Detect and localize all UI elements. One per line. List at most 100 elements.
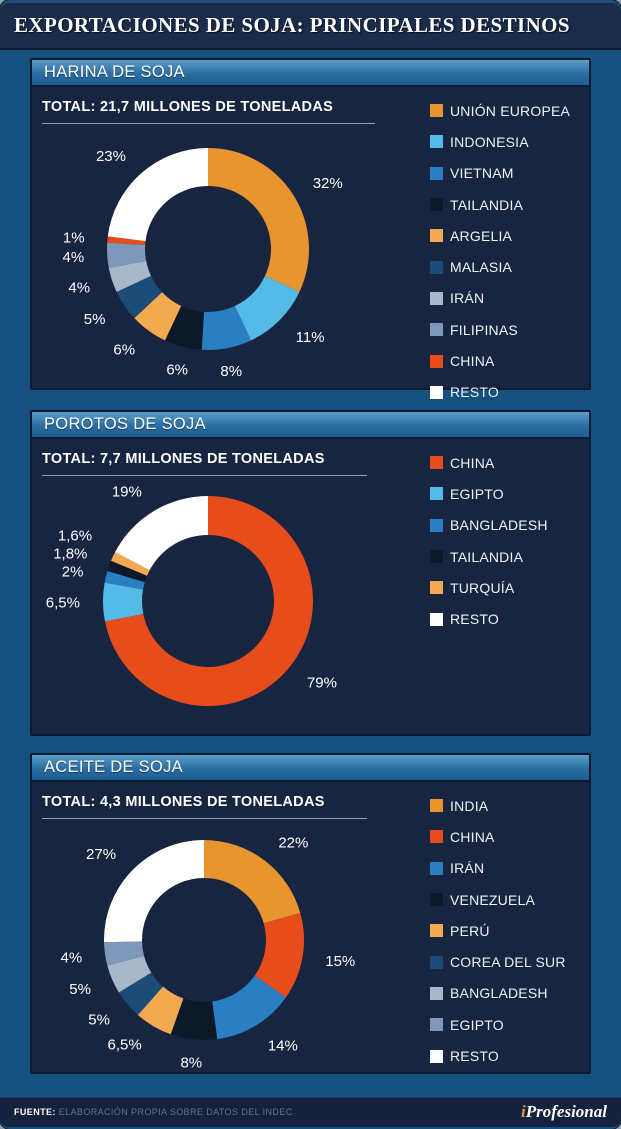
slice-percentage-label: 11%	[296, 329, 325, 346]
legend-swatch	[430, 260, 443, 274]
legend-item: CHINA	[430, 821, 566, 852]
legend-label: RESTO	[450, 1048, 499, 1065]
legend-swatch	[430, 385, 443, 399]
donut-slice-filipinas	[107, 242, 147, 268]
legend-item: RESTO	[430, 1040, 566, 1071]
total-label: TOTAL: 4,3 MILLONES DE TONELADAS	[42, 794, 367, 819]
legend-item: UNIÓN EUROPEA	[430, 95, 570, 126]
legend-swatch	[430, 612, 443, 626]
donut-slice-per-	[137, 986, 184, 1035]
legend-swatch	[430, 229, 443, 243]
legend-swatch	[430, 924, 443, 938]
legend-swatch	[430, 166, 443, 180]
legend-label: EGIPTO	[450, 485, 504, 502]
legend-label: VIETNAM	[450, 165, 514, 182]
slice-percentage-label: 79%	[307, 674, 337, 691]
legend-item: CHINA	[430, 345, 570, 376]
page-title: EXPORTACIONES DE SOJA: PRINCIPALES DESTI…	[14, 12, 570, 37]
slice-percentage-label: 23%	[96, 148, 126, 165]
legend-label: TAILANDIA	[450, 196, 524, 213]
legend-item: RESTO	[430, 603, 548, 634]
legend-label: VENEZUELA	[450, 891, 536, 908]
donut-slice-ir-n	[108, 260, 151, 293]
legend-label: EGIPTO	[450, 1016, 504, 1033]
slice-percentage-label: 5%	[84, 311, 106, 328]
donut-slice-china	[254, 913, 305, 998]
legend-aceite: INDIA CHINA IRÁN VENEZUELA PERÚ COREA DEL SUR…	[430, 790, 566, 1072]
donut-chart-aceite: 22% 15% 14% 8% 6,5% 5% 5% 4% 27%	[61, 834, 356, 1071]
donut-slice-ir-n	[212, 975, 286, 1040]
slice-percentage-label: 1%	[63, 230, 85, 247]
legend-swatch	[430, 955, 443, 969]
legend-item: IRÁN	[430, 853, 566, 884]
slice-percentage-label: 5%	[88, 1012, 110, 1029]
legend-swatch	[430, 135, 443, 149]
donut-slice-turqu-a	[111, 552, 150, 576]
donut-slice-egipto	[104, 941, 145, 966]
slice-percentage-label: 5%	[69, 981, 91, 998]
source-note: FUENTE: ELABORACIÓN PROPIA SOBRE DATOS D…	[14, 1107, 293, 1117]
legend-label: RESTO	[450, 384, 499, 401]
slice-percentage-label: 14%	[268, 1037, 298, 1054]
section-body-aceite: TOTAL: 4,3 MILLONES DE TONELADAS 22% 15% 1…	[32, 782, 589, 1072]
source-text: ELABORACIÓN PROPIA SOBRE DATOS DEL INDEC	[58, 1107, 293, 1117]
legend-swatch	[430, 518, 443, 532]
legend-swatch	[430, 291, 443, 305]
legend-label: ARGELIA	[450, 227, 513, 244]
legend-swatch	[430, 1049, 443, 1063]
legend-item: VENEZUELA	[430, 884, 566, 915]
section-body-harina: TOTAL: 21,7 MILLONES DE TONELADAS 32% 11%…	[32, 87, 589, 400]
donut-slice-tailandia	[107, 560, 148, 583]
legend-swatch	[430, 986, 443, 1000]
legend-label: PERÚ	[450, 922, 490, 939]
legend-label: BANGLADESH	[450, 517, 548, 534]
section-header-harina: HARINA DE SOJA	[32, 60, 589, 87]
slice-percentage-label: 4%	[63, 249, 85, 266]
legend-label: IRÁN	[450, 860, 485, 877]
donut-slice-uni-n-europea	[208, 148, 309, 293]
title-band: EXPORTACIONES DE SOJA: PRINCIPALES DESTI…	[0, 2, 621, 50]
donut-slice-china	[107, 236, 146, 246]
legend-item: PERÚ	[430, 915, 566, 946]
donut-slice-india	[204, 840, 301, 924]
legend-item: TAILANDIA	[430, 541, 548, 572]
legend-label: FILIPINAS	[450, 321, 518, 338]
legend-label: RESTO	[450, 611, 499, 628]
legend-item: EGIPTO	[430, 478, 548, 509]
legend-item: RESTO	[430, 377, 570, 408]
donut-slice-resto	[107, 148, 208, 242]
donut-slice-venezuela	[170, 998, 218, 1040]
section-header-aceite: ACEITE DE SOJA	[32, 755, 589, 782]
legend-item: EGIPTO	[430, 1009, 566, 1040]
slice-percentage-label: 27%	[86, 846, 116, 863]
source-label: FUENTE:	[14, 1107, 56, 1117]
legend-item: INDIA	[430, 790, 566, 821]
legend-label: CHINA	[450, 828, 495, 845]
donut-slice-argelia	[134, 292, 182, 341]
donut-slice-indonesia	[234, 275, 300, 341]
legend-item: TURQUÍA	[430, 572, 548, 603]
legend-label: TAILANDIA	[450, 548, 524, 565]
donut-slice-vietnam	[201, 306, 252, 350]
slice-percentage-label: 1,6%	[58, 528, 92, 545]
section-aceite-de-soja: ACEITE DE SOJA TOTAL: 4,3 MILLONES DE TO…	[30, 753, 591, 1074]
donut-slice-bangladesh	[107, 955, 152, 993]
legend-item: VIETNAM	[430, 158, 570, 189]
slice-percentage-label: 6%	[166, 361, 188, 378]
section-header-porotos: POROTOS DE SOJA	[32, 412, 589, 439]
section-title: POROTOS DE SOJA	[44, 415, 206, 433]
slice-percentage-label: 1,8%	[53, 546, 87, 563]
legend-item: COREA DEL SUR	[430, 946, 566, 977]
slice-percentage-label: 19%	[112, 484, 142, 501]
legend-harina: UNIÓN EUROPEA INDONESIA VIETNAM TAILANDIA AR…	[430, 95, 570, 408]
slice-percentage-label: 8%	[220, 363, 242, 380]
legend-label: CHINA	[450, 353, 495, 370]
donut-slice-resto	[115, 496, 208, 571]
total-label: TOTAL: 7,7 MILLONES DE TONELADAS	[42, 451, 367, 476]
legend-label: MALASIA	[450, 259, 513, 276]
slice-percentage-label: 32%	[313, 175, 343, 192]
total-label: TOTAL: 21,7 MILLONES DE TONELADAS	[42, 99, 376, 124]
legend-label: INDIA	[450, 797, 489, 814]
slice-percentage-label: 4%	[61, 949, 83, 966]
